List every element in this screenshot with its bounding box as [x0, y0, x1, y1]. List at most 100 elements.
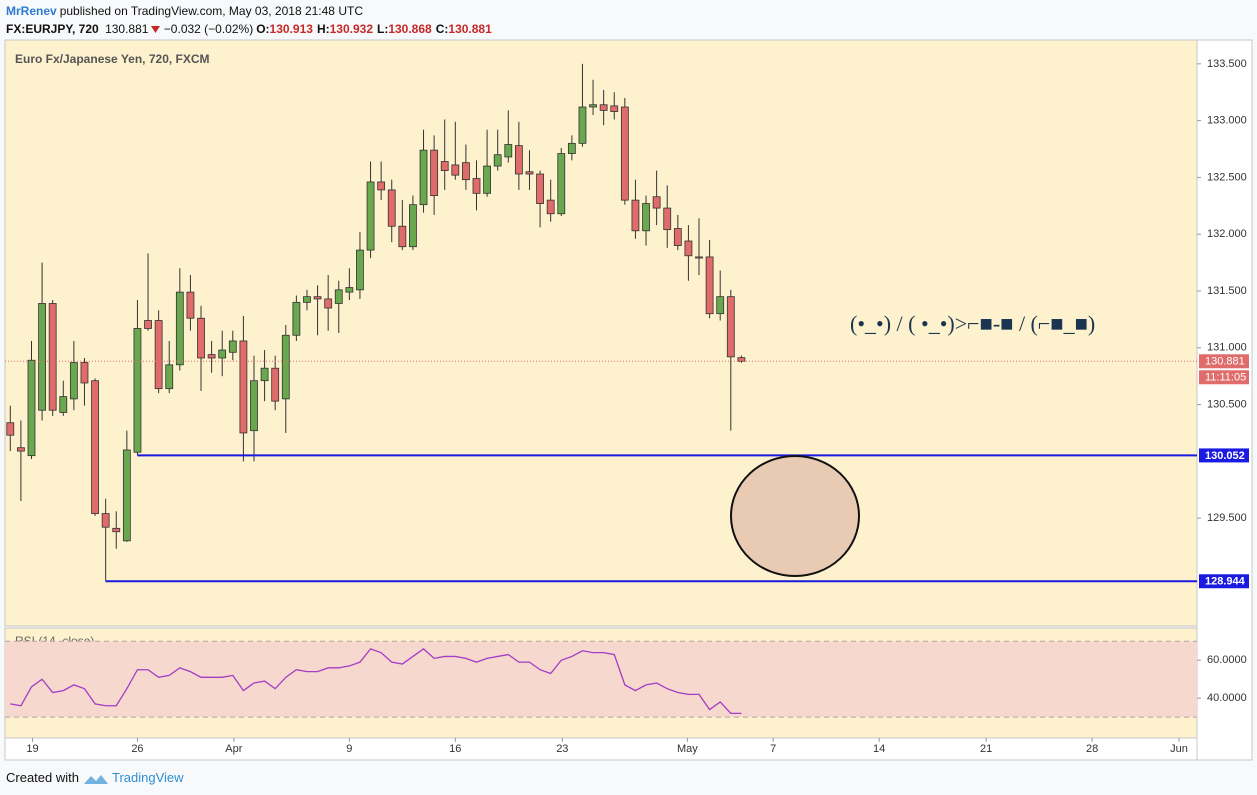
x-tick-label: 16	[449, 743, 461, 755]
candle-body	[91, 380, 99, 514]
text-annotation: (•_•) / ( •_•)>⌐■-■ / (⌐■_■)	[850, 311, 1095, 336]
candle-body	[695, 256, 703, 259]
candle-body	[101, 513, 110, 528]
candle-body	[271, 367, 280, 402]
ohlc-label: C:	[435, 22, 449, 36]
level-label: 128.944	[1205, 576, 1246, 588]
time-axis	[4, 737, 1198, 761]
published: published on TradingView.com, May 03, 20…	[59, 4, 363, 18]
level-tag	[1199, 574, 1249, 589]
level-label: 130.052	[1205, 450, 1245, 462]
author[interactable]: MrRenev	[6, 4, 57, 18]
candle-body	[356, 249, 364, 291]
y-tick-label: 133.000	[1207, 115, 1247, 127]
y-tick-label: 40.0000	[1207, 692, 1247, 704]
ohlc-value: 130.881	[448, 22, 492, 36]
candle-body	[207, 354, 216, 359]
candle-body	[59, 396, 68, 413]
candle-body	[620, 106, 629, 201]
candle-body	[324, 298, 333, 309]
candle-body	[6, 422, 15, 436]
candle-body	[472, 178, 481, 194]
y-tick-label: 60.0000	[1207, 654, 1247, 666]
candle-body	[546, 199, 555, 215]
candle-body	[387, 189, 396, 227]
candle-body	[451, 164, 460, 176]
down-arrow	[151, 26, 161, 34]
circle-annotation	[730, 455, 860, 577]
candle-body	[175, 291, 184, 366]
candle-body	[673, 228, 682, 246]
candle-body	[197, 317, 205, 359]
candle-body	[345, 287, 354, 293]
rsi-line	[10, 648, 742, 714]
candle-body	[218, 349, 227, 359]
x-tick-label: 28	[1086, 743, 1098, 755]
candle-body	[589, 104, 597, 108]
candle-body	[536, 173, 544, 204]
ohlc-value: 130.913	[269, 22, 313, 36]
candle-body	[483, 165, 491, 194]
candle-body	[69, 362, 78, 400]
x-tick-label: 9	[346, 743, 352, 755]
candle-body	[398, 225, 407, 248]
candle-body	[250, 380, 258, 432]
candle-body	[313, 296, 322, 300]
brand[interactable]: TradingView	[111, 770, 184, 785]
candle-body	[525, 171, 534, 175]
x-tick-label: 14	[873, 743, 885, 755]
candle-body	[377, 181, 386, 191]
candle-body	[652, 196, 661, 209]
rsi-band	[5, 641, 1197, 718]
price-axis	[1196, 39, 1253, 761]
countdown-tag	[1199, 370, 1249, 385]
x-tick-label: 19	[26, 743, 38, 755]
ohlc-label: O:	[256, 22, 270, 36]
y-tick-label: 129.500	[1207, 512, 1247, 524]
price: 130.881	[105, 22, 149, 36]
candle-body	[239, 340, 248, 434]
candle-body	[38, 303, 46, 411]
level-tag	[1199, 448, 1249, 463]
last-price-tag	[1199, 354, 1249, 369]
y-tick-label: 132.500	[1207, 171, 1247, 183]
candle-body	[419, 149, 428, 206]
candle-body	[684, 240, 693, 257]
candle-body	[133, 328, 142, 453]
ohlc: O:130.913 H:130.932 L:130.868 C:130.881	[256, 22, 496, 36]
candle-body	[663, 207, 672, 231]
publish-line: MrRenev published on TradingView.com, May…	[6, 4, 366, 18]
change: −0.032 (−0.02%)	[163, 22, 254, 36]
candle-body	[281, 334, 290, 400]
candle-body	[303, 296, 311, 303]
symbol-line: FX:EURJPY, 720 130.881 −0.032 (−0.02%) O:…	[6, 22, 499, 36]
x-tick-label: 26	[131, 743, 143, 755]
candle-body	[726, 296, 735, 358]
ohlc-value: 130.868	[388, 22, 432, 36]
x-tick-label: May	[677, 743, 698, 755]
ohlc-value: 130.932	[329, 22, 373, 36]
candle-body	[737, 357, 746, 362]
last-price-label: 130.881	[1205, 356, 1245, 368]
chart-title: Euro Fx/Japanese Yen, 720, FXCM	[15, 52, 210, 66]
candle-body	[112, 527, 121, 533]
candle-body	[716, 296, 725, 315]
candle-body	[292, 301, 301, 336]
candle-body	[430, 149, 439, 196]
candle-body	[154, 320, 163, 390]
candle-body	[16, 447, 25, 452]
candle-body	[631, 199, 640, 232]
ohlc-label: L:	[377, 22, 389, 36]
candle-body	[228, 340, 237, 353]
y-tick-label: 131.000	[1207, 342, 1247, 354]
candle-body	[610, 105, 619, 112]
y-tick-label: 130.500	[1207, 398, 1247, 410]
candle-body	[186, 291, 195, 319]
footer: Created with TradingView	[6, 770, 184, 785]
candle-body	[144, 320, 152, 329]
candle-body	[409, 204, 417, 248]
candle-body	[599, 104, 608, 111]
candle-body	[165, 364, 174, 390]
candle-body	[578, 106, 587, 144]
